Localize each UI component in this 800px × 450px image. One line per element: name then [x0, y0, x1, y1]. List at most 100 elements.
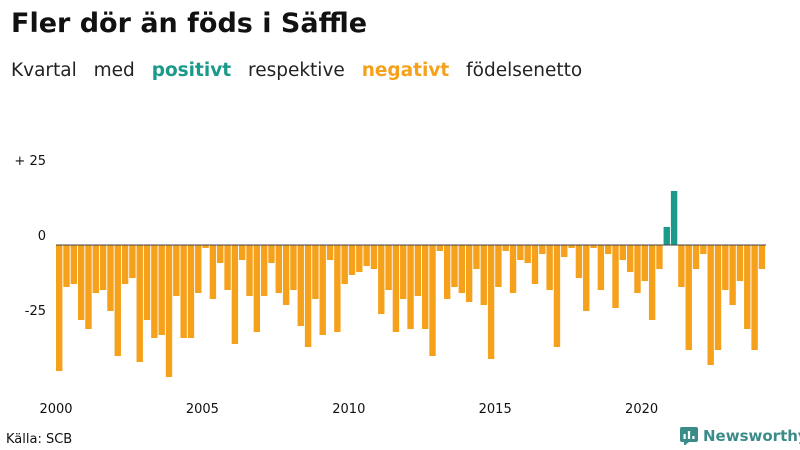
bar-negative [268, 245, 275, 263]
bar-negative [561, 245, 568, 257]
bar-negative [429, 245, 436, 356]
bar-negative [678, 245, 685, 287]
bar-negative [722, 245, 729, 290]
bar-negative [700, 245, 707, 254]
bar-negative [217, 245, 224, 263]
bar-negative [605, 245, 612, 254]
bar-negative [751, 245, 758, 350]
bar-negative [282, 245, 290, 305]
bar-negative [458, 245, 465, 293]
bar-positive [670, 191, 678, 245]
bar-negative [575, 245, 583, 278]
bar-negative [414, 245, 422, 296]
bar-negative [597, 245, 605, 290]
bar-negative [239, 245, 246, 260]
bar-negative [231, 245, 239, 344]
y-axis-ticks: + 25 0 -25 [14, 154, 46, 319]
bar-negative [531, 245, 539, 284]
x-tick-label: 2005 [186, 402, 219, 417]
bar-negative [173, 245, 180, 296]
bar-negative [158, 245, 165, 335]
bar-negative [253, 245, 261, 332]
bar-negative [656, 245, 663, 269]
chart-subtitle: Kvartal med positivt respektive negativt… [11, 60, 593, 81]
bar-negative [539, 245, 546, 254]
source-label: Källa: SCB [6, 432, 73, 447]
bar-negative [509, 245, 517, 293]
bar-negative [443, 245, 451, 299]
bar-negative [224, 245, 231, 290]
bar-negative [114, 245, 121, 356]
x-tick-label: 2000 [39, 402, 72, 417]
bar-negative [312, 245, 319, 299]
bar-negative [590, 245, 597, 248]
bar-negative [151, 245, 158, 338]
subtitle-word-birth-net: födelsenetto [466, 60, 583, 81]
bar-negative [473, 245, 480, 269]
bars-group [56, 191, 766, 377]
subtitle-word-respectively: respektive [248, 60, 345, 81]
bar-negative [400, 245, 407, 299]
legend-negative: negativt [361, 60, 450, 81]
bar-negative [553, 245, 561, 347]
bar-negative [92, 245, 99, 293]
bar-negative [436, 245, 444, 251]
bar-negative [202, 245, 209, 248]
bar-negative [451, 245, 458, 287]
bar-negative [648, 245, 656, 320]
x-axis-ticks: 2000 2005 2010 2015 2020 [39, 402, 658, 417]
x-tick-label: 2015 [479, 402, 512, 417]
bar-negative [348, 245, 356, 275]
bar-negative [356, 245, 363, 272]
bar-positive [663, 227, 670, 245]
bar-negative [195, 245, 202, 293]
bar-negative [275, 245, 282, 293]
bar-negative [502, 245, 509, 251]
x-tick-label: 2010 [332, 402, 365, 417]
subtitle-word-with: med [93, 60, 135, 81]
bar-negative [495, 245, 502, 287]
newsworthy-icon [680, 427, 698, 445]
bar-negative [370, 245, 378, 269]
bar-negative [180, 245, 187, 338]
bar-negative [304, 245, 312, 347]
bar-negative [56, 245, 63, 371]
bar-negative [165, 245, 173, 377]
bar-negative [85, 245, 92, 329]
bar-negative [326, 245, 334, 260]
bar-negative [465, 245, 473, 302]
bar-negative [407, 245, 414, 329]
bar-negative [619, 245, 627, 260]
bar-negative [319, 245, 326, 335]
bar-negative [685, 245, 692, 350]
bar-negative [568, 245, 575, 248]
bar-negative [136, 245, 143, 362]
bar-negative [63, 245, 70, 287]
brand-logo: Newsworthy [680, 427, 800, 445]
bar-negative [744, 245, 751, 329]
legend-positive: positivt [151, 60, 232, 81]
bar-negative [634, 245, 641, 293]
bar-negative [121, 245, 129, 284]
bar-negative [385, 245, 392, 290]
bar-negative [729, 245, 736, 305]
bar-negative [487, 245, 495, 359]
bar-negative [714, 245, 722, 350]
bar-negative [107, 245, 114, 311]
bar-negative [378, 245, 385, 314]
subtitle-word-quarter: Kvartal [11, 60, 77, 81]
chart-title: Fler dör än föds i Säffle [11, 8, 368, 39]
bar-negative [692, 245, 700, 269]
bar-negative [77, 245, 85, 320]
bar-negative [341, 245, 348, 284]
bar-negative [583, 245, 590, 311]
bar-negative [143, 245, 151, 320]
bar-negative [626, 245, 634, 272]
bar-negative [707, 245, 714, 365]
bar-negative [297, 245, 304, 326]
bar-negative [612, 245, 619, 308]
y-tick-label: + 25 [14, 154, 46, 169]
y-tick-label: 0 [38, 229, 46, 244]
bar-negative [758, 245, 766, 269]
